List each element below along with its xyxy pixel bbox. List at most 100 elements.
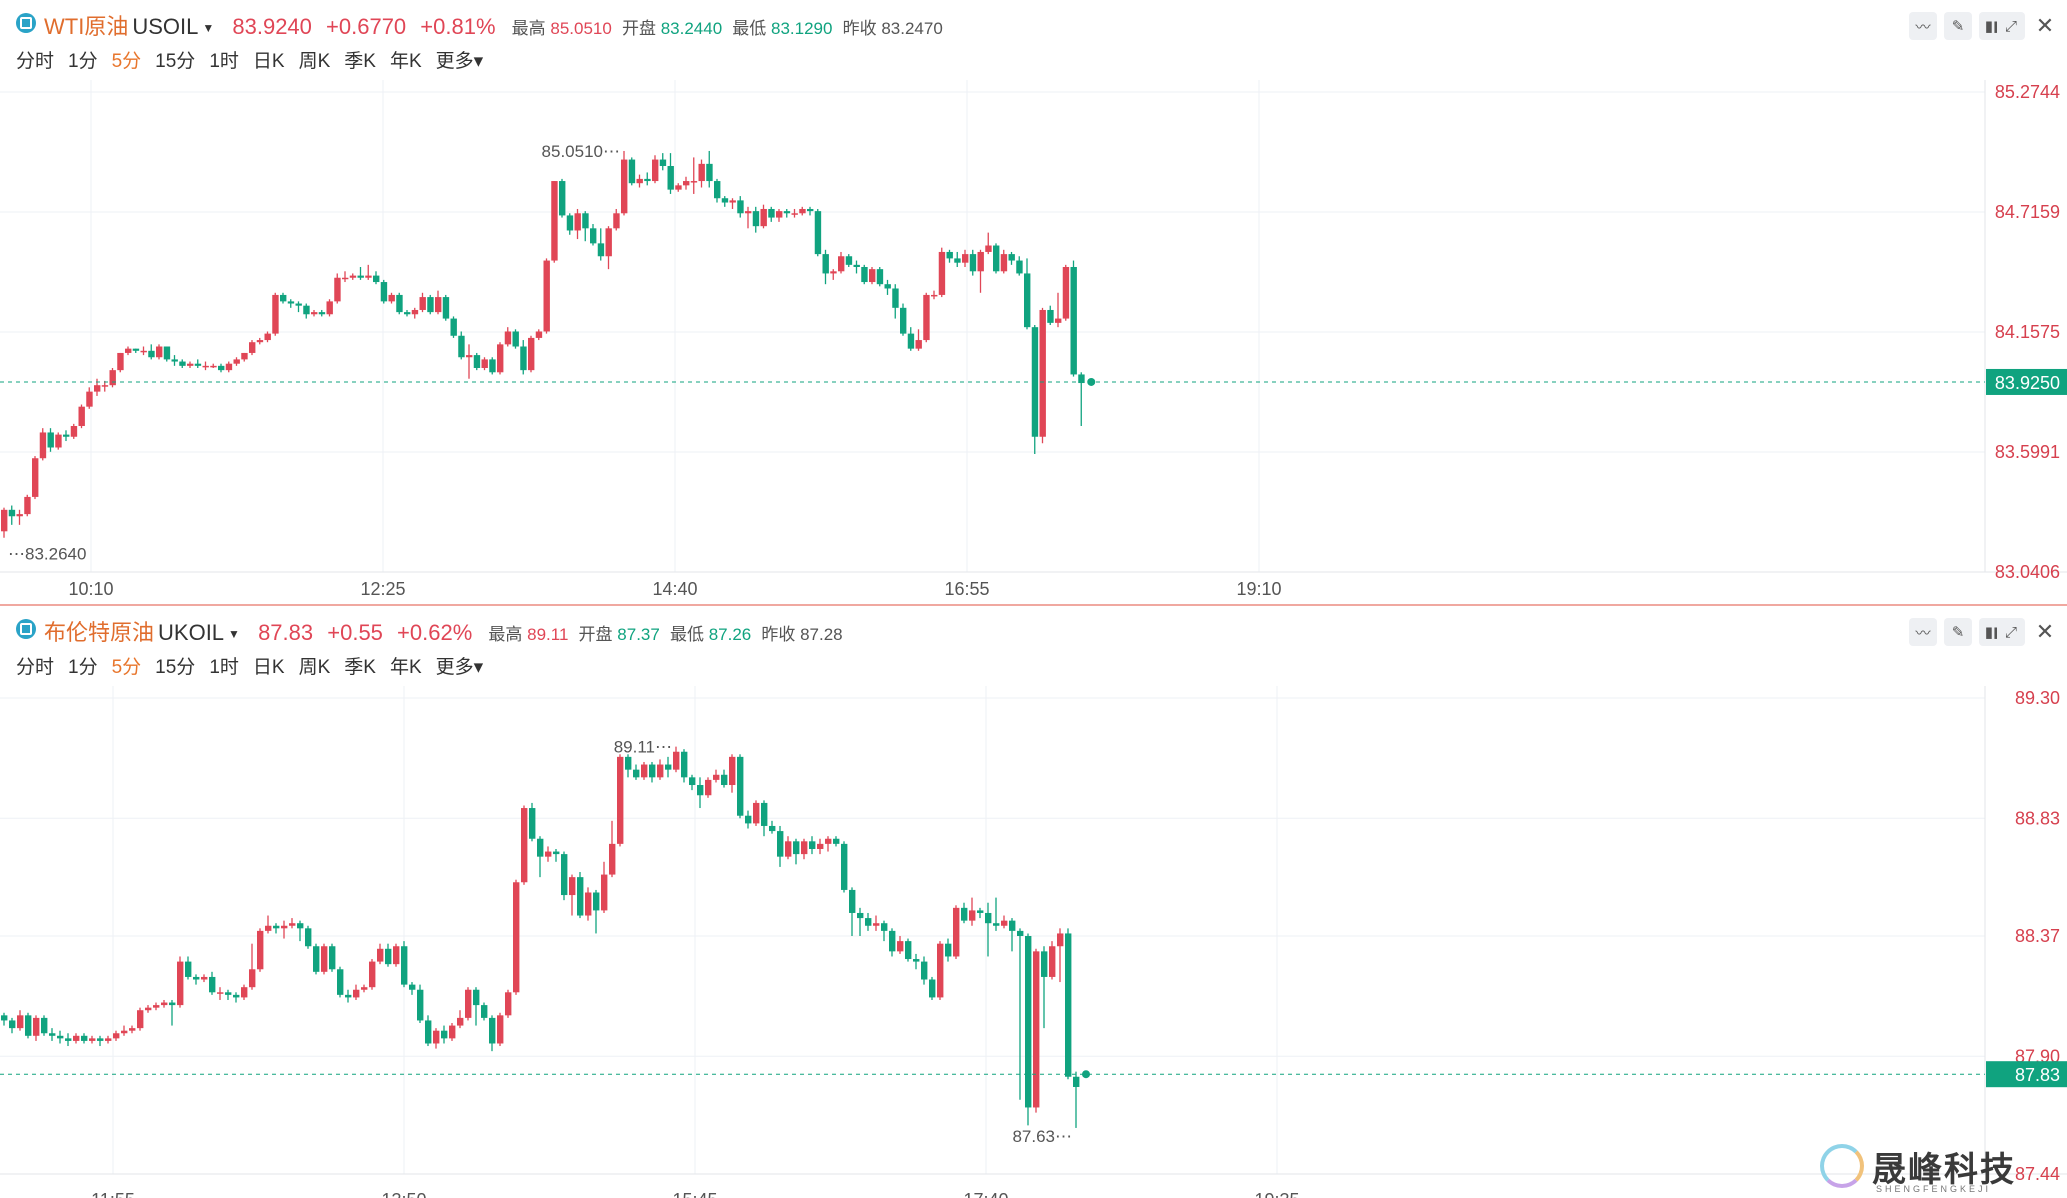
timeframe-tab-3[interactable]: 15分 (155, 657, 196, 678)
last-price: 83.9240 (232, 14, 312, 39)
timeframe-tab-6[interactable]: 周K (298, 51, 331, 72)
candle (1039, 307, 1046, 444)
candle (109, 367, 116, 388)
expand-icon[interactable]: ⤢ (1997, 12, 2025, 40)
symbol-name: 布伦特原油 (44, 620, 155, 645)
candle (1033, 948, 1040, 1113)
candle (590, 224, 597, 246)
candle (721, 769, 728, 788)
brent-title[interactable]: 布伦特原油 UKOIL ▼ 87.83 +0.55 +0.62% 最高 89.11 … (44, 615, 843, 647)
candle (113, 1030, 120, 1041)
candle (313, 943, 320, 975)
close-icon[interactable]: ✕ (2035, 619, 2055, 644)
timeframe-tab-3[interactable]: 15分 (155, 51, 196, 72)
low-label: 最低 (669, 625, 704, 644)
candle (241, 352, 248, 362)
x-tick-label: 16:55 (944, 579, 989, 599)
candle (153, 1002, 160, 1011)
timeframe-tab-9[interactable]: 更多▾ (435, 51, 484, 72)
indicator-icon[interactable]: 〰 (1909, 12, 1937, 40)
candle (210, 363, 217, 368)
y-tick-label: 88.83 (2015, 808, 2060, 828)
timeframe-tab-4[interactable]: 1时 (209, 657, 239, 678)
candle (1062, 264, 1070, 321)
symbol-code: USOIL (132, 14, 199, 39)
candle (419, 292, 426, 313)
candle (321, 943, 328, 975)
timeframe-tab-6[interactable]: 周K (298, 657, 331, 678)
draw-pen-icon[interactable]: ✎ (1944, 618, 1972, 646)
timeframe-tab-2[interactable]: 5分 (111, 657, 142, 678)
candle (737, 196, 744, 218)
wti-header: WTI原油 USOIL ▼ 83.9240 +0.6770 +0.81% 最高 85… (0, 0, 2067, 46)
timeframe-tab-7[interactable]: 季K (344, 657, 376, 678)
timeframe-tab-1[interactable]: 1分 (68, 51, 98, 72)
chevron-down-icon[interactable]: ▼ (202, 21, 215, 35)
candle (785, 836, 792, 860)
candle (609, 820, 616, 878)
candle (953, 905, 960, 960)
candle (745, 206, 752, 229)
candle (993, 243, 1000, 274)
timeframe-tab-5[interactable]: 日K (252, 51, 285, 72)
candle (8, 505, 16, 525)
candle (401, 941, 408, 988)
close-icon[interactable]: ✕ (2035, 13, 2055, 38)
candle (78, 404, 85, 429)
candle (625, 754, 632, 778)
candle (89, 1035, 96, 1044)
candle (357, 266, 364, 280)
candle (876, 266, 884, 287)
candle (256, 337, 264, 345)
timeframe-tab-2[interactable]: 5分 (111, 51, 142, 72)
price-change-pct: +0.81% (420, 14, 496, 39)
indicator-icon[interactable]: 〰 (1909, 618, 1937, 646)
candle (915, 329, 922, 351)
candle (65, 1033, 72, 1047)
candle (185, 956, 192, 980)
timeframe-tab-7[interactable]: 季K (344, 51, 376, 72)
candle (442, 294, 450, 321)
candle (295, 301, 302, 313)
timeframe-tab-4[interactable]: 1时 (209, 51, 239, 72)
candle (528, 335, 535, 373)
candle (807, 206, 814, 216)
candle (841, 841, 848, 893)
timeframe-tab-0[interactable]: 分时 (16, 657, 55, 678)
chevron-down-icon[interactable]: ▼ (228, 627, 240, 641)
candle (923, 292, 930, 343)
candle (505, 989, 512, 1018)
expand-icon[interactable]: ⤢ (1997, 618, 2025, 646)
candle (1008, 251, 1015, 265)
candle (497, 1012, 504, 1047)
candle (574, 208, 581, 240)
candle (404, 309, 411, 317)
prev-close-value: 87.28 (800, 625, 843, 644)
prev-close-label: 昨收 (761, 625, 796, 644)
candle (729, 198, 736, 209)
candle (425, 1015, 432, 1047)
candle (801, 838, 808, 860)
timeframe-tab-0[interactable]: 分时 (16, 51, 55, 72)
y-tick-label: 84.1575 (1995, 322, 2060, 342)
candle (457, 1010, 464, 1029)
x-tick-label: 17:40 (963, 1190, 1008, 1198)
timeframe-tab-9[interactable]: 更多▾ (435, 657, 484, 678)
candle (945, 938, 952, 962)
prev-close-label: 昨收 (842, 19, 877, 38)
candle (417, 984, 424, 1024)
candle (1055, 292, 1062, 328)
timeframe-tab-5[interactable]: 日K (252, 657, 285, 678)
candle (1047, 305, 1054, 326)
timeframe-tab-8[interactable]: 年K (389, 51, 422, 72)
timeframe-tab-1[interactable]: 1分 (68, 657, 98, 678)
draw-pen-icon[interactable]: ✎ (1944, 12, 1972, 40)
candle (745, 810, 752, 829)
candle (621, 150, 628, 216)
candle (201, 974, 208, 983)
candle (969, 897, 976, 926)
brent-header: 布伦特原油 UKOIL ▼ 87.83 +0.55 +0.62% 最高 89.11 … (0, 606, 2067, 652)
candle (791, 208, 798, 218)
timeframe-tab-8[interactable]: 年K (389, 657, 422, 678)
wti-title[interactable]: WTI原油 USOIL ▼ 83.9240 +0.6770 +0.81% 最高 85… (44, 9, 943, 41)
